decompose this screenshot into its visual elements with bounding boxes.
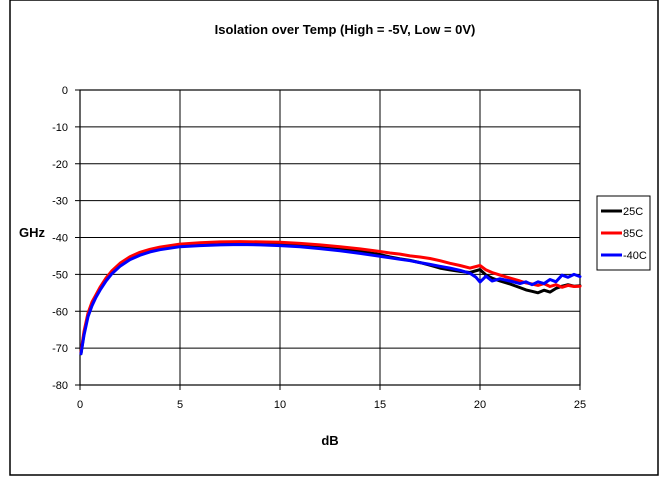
series-line--40C [79,243,582,356]
legend: 25C 85C -40C [596,195,651,271]
y-tick-label: -70 [52,343,68,355]
chart-title: Isolation over Temp (High = -5V, Low = 0… [215,22,476,37]
y-tick-label: -50 [52,269,68,281]
y-tick-label: -30 [52,196,68,208]
series-lines [79,240,582,356]
y-tick-label: -40 [52,233,68,245]
y-axis-label: GHz [19,225,46,240]
y-tick-label: -80 [52,380,68,392]
y-axis-ticks: 0 -10 -20 -30 -40 -50 -60 -70 -80 [52,85,80,392]
y-tick-label: -10 [52,122,68,134]
x-tick-label: 0 [77,399,83,411]
x-tick-label: 15 [374,399,386,411]
x-tick-label: 5 [177,399,183,411]
x-tick-label: 20 [474,399,486,411]
y-tick-label: 0 [62,85,68,97]
y-tick-label: -60 [52,306,68,318]
x-tick-label: 10 [274,399,286,411]
legend-label: -40C [623,250,647,262]
legend-label: 25C [623,206,643,218]
x-axis-ticks: 0 5 10 15 20 25 [77,385,586,411]
y-tick-label: -20 [52,159,68,171]
x-tick-label: 25 [574,399,586,411]
legend-label: 85C [623,228,643,240]
x-axis-label: dB [321,433,338,448]
